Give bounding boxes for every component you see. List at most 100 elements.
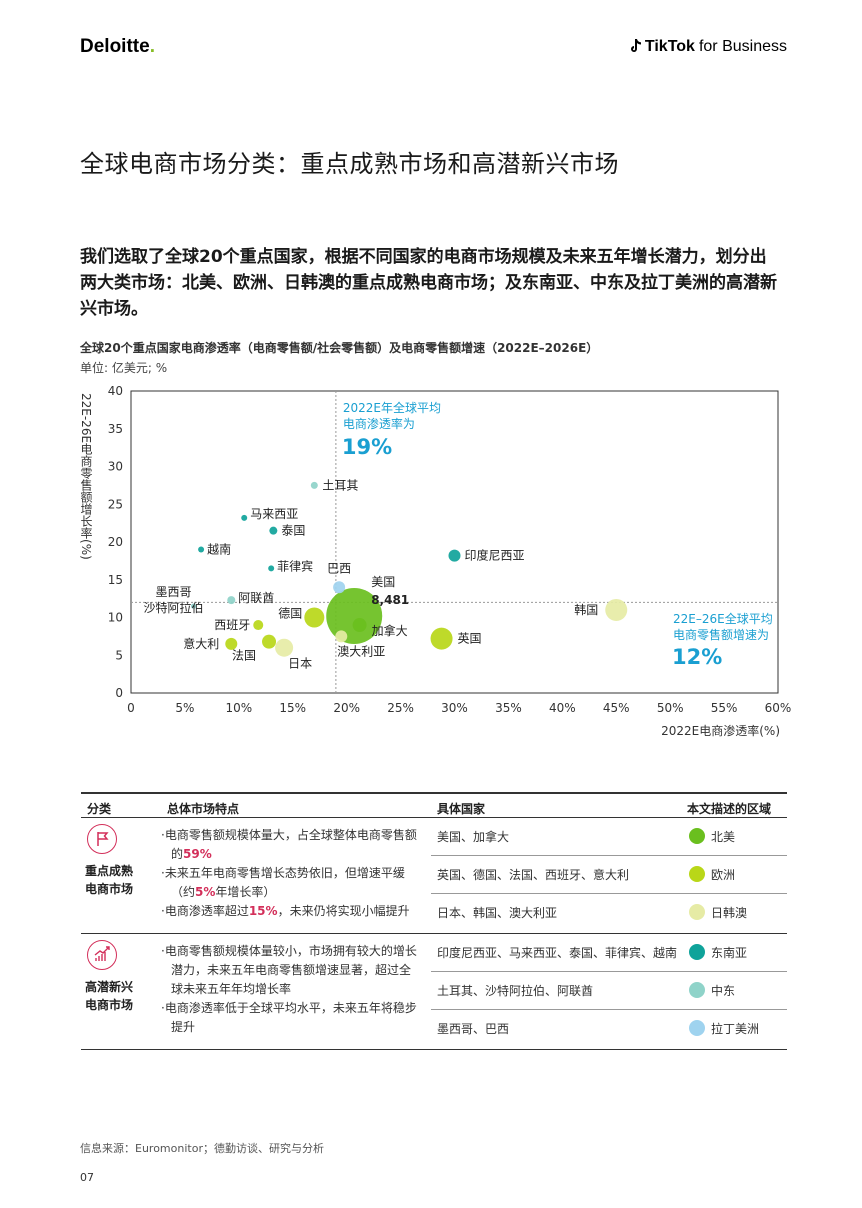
point-label: 澳大利亚 (337, 644, 385, 658)
x-tick-label: 30% (441, 701, 468, 715)
group-name: 重点成熟 电商市场 (85, 864, 134, 896)
point-泰国 (269, 526, 278, 535)
x-tick-label: 40% (549, 701, 576, 715)
region-cell: 拉丁美洲 (711, 1022, 760, 1036)
intro-paragraph: 我们选取了全球20个重点国家，根据不同国家的电商市场规模及未来五年增长潜力，划分… (80, 247, 777, 319)
countries-cell: 印度尼西亚、马来西亚、泰国、菲律宾、越南 (437, 946, 678, 960)
point-label: 英国 (458, 632, 482, 646)
avg-growth-label: 电商零售额增速为 (673, 627, 769, 642)
y-tick-label: 5 (115, 648, 123, 662)
y-tick-label: 15 (108, 573, 123, 587)
point-label: 德国 (278, 606, 302, 621)
countries-cell: 英国、德国、法国、西班牙、意大利 (437, 868, 630, 882)
feature-item: ·电商渗透率超过15%，未来仍将实现小幅提升 (161, 904, 410, 918)
deloitte-logo: Deloitte. (80, 36, 155, 57)
point-韩国 (605, 598, 628, 621)
point-label: 墨西哥 (156, 585, 192, 599)
countries-cell: 日本、韩国、澳大利亚 (437, 906, 558, 920)
point-label: 西班牙 (214, 618, 250, 632)
region-cell: 日韩澳 (711, 906, 748, 920)
point-label: 日本 (288, 657, 312, 671)
feature-item: ·电商渗透率低于全球平均水平，未来五年将稳步提升 (161, 1001, 417, 1034)
point-意大利 (225, 637, 238, 650)
point-德国 (304, 607, 325, 628)
x-tick-label: 20% (333, 701, 360, 715)
growth-chart-icon (87, 940, 117, 970)
y-tick-label: 0 (115, 686, 123, 700)
y-tick-label: 30 (108, 460, 123, 474)
x-tick-label: 35% (495, 701, 522, 715)
y-axis-label: 22E-26E电商零售额增长率(%) (79, 393, 93, 560)
point-label: 阿联酋 (238, 590, 274, 605)
chart-title: 全球20个重点国家电商渗透率（电商零售额/社会零售额）及电商零售额增速（2022… (80, 341, 599, 355)
header-region: 本文描述的区域 (687, 802, 772, 816)
countries-cell: 墨西哥、巴西 (437, 1022, 510, 1036)
region-cell: 东南亚 (711, 946, 748, 960)
point-法国 (262, 634, 277, 649)
point-label: 法国 (232, 649, 256, 663)
x-tick-label: 55% (711, 701, 738, 715)
region-dot-icon (689, 866, 705, 882)
point-澳大利亚 (335, 630, 348, 643)
region-dot-icon (689, 982, 705, 998)
point-label: 巴西 (327, 561, 351, 575)
feature-item: ·电商零售额规模体量较小，市场拥有较大的增长潜力，未来五年电商零售额增速显著，超… (161, 944, 417, 996)
flag-icon (87, 824, 117, 854)
x-axis-label: 2022E电商渗透率(%) (661, 723, 780, 738)
y-tick-label: 35 (108, 422, 123, 436)
y-tick-label: 40 (108, 384, 123, 398)
point-label: 加拿大 (372, 623, 408, 638)
region-dot-icon (689, 828, 705, 844)
y-tick-label: 20 (108, 535, 123, 549)
point-西班牙 (253, 620, 264, 631)
avg-growth-value: 12% (672, 645, 722, 669)
point-加拿大 (352, 618, 367, 633)
x-tick-label: 0 (127, 701, 135, 715)
point-英国 (430, 627, 453, 650)
point-label: 韩国 (574, 602, 598, 617)
avg-penetration-label: 2022E年全球平均 (343, 400, 441, 415)
x-tick-label: 45% (603, 701, 630, 715)
point-label: 印度尼西亚 (465, 548, 525, 563)
avg-penetration-value: 19% (342, 435, 392, 459)
table-header: 分类 总体市场特点 具体国家 本文描述的区域 (81, 792, 787, 818)
countries-cell: 土耳其、沙特阿拉伯、阿联酋 (437, 984, 594, 998)
table-row: 英国、德国、法国、西班牙、意大利 欧洲 (431, 856, 787, 894)
group-features: ·电商零售额规模体量较小，市场拥有较大的增长潜力，未来五年电商零售额增速显著，超… (161, 942, 421, 1037)
point-阿联酋 (227, 596, 236, 605)
tiktok-note-icon (630, 39, 641, 52)
x-tick-label: 5% (175, 701, 194, 715)
table-row: 日本、韩国、澳大利亚 日韩澳 (431, 894, 787, 932)
region-cell: 北美 (711, 830, 736, 844)
scatter-chart: 0 5% 10% 15% 20% 25% 30% 35% 40% 45% 50% 55% 60% 0 5 10… (79, 384, 792, 738)
us-value-label: 8,481 (371, 593, 409, 607)
region-cell: 欧洲 (711, 868, 736, 882)
page-title: 全球电商市场分类：重点成熟市场和高潜新兴市场 (80, 150, 619, 178)
table-row: 墨西哥、巴西 拉丁美洲 (431, 1010, 787, 1048)
point-越南 (198, 546, 205, 553)
point-label: 泰国 (281, 524, 305, 538)
point-label: 意大利 (183, 636, 219, 651)
feature-item: ·未来五年电商零售增长态势依旧，但增速平缓（约5%年增长率） (161, 866, 405, 899)
region-dot-icon (689, 944, 705, 960)
point-label: 越南 (207, 542, 231, 557)
point-美国 (326, 587, 383, 644)
x-tick-label: 10% (225, 701, 252, 715)
chart-unit: 单位: 亿美元; % (80, 361, 168, 375)
x-tick-label: 60% (765, 701, 792, 715)
point-label: 马来西亚 (250, 507, 298, 521)
x-tick-label: 50% (657, 701, 684, 715)
point-label: 美国 (371, 575, 395, 589)
region-cell: 中东 (711, 984, 736, 998)
header-countries: 具体国家 (437, 802, 486, 816)
countries-cell: 美国、加拿大 (437, 830, 510, 844)
point-label: 土耳其 (322, 478, 358, 492)
table-row: 土耳其、沙特阿拉伯、阿联酋 中东 (431, 972, 787, 1010)
group-mature-markets: 重点成熟 电商市场 ·电商零售额规模体量大，占全球整体电商零售额的59% ·未来五… (81, 818, 787, 934)
plot-frame (130, 390, 779, 694)
group-emerging-markets: 高潜新兴 电商市场 ·电商零售额规模体量较小，市场拥有较大的增长潜力，未来五年电商… (81, 934, 787, 1050)
table-row: 美国、加拿大 北美 (431, 818, 787, 856)
point-土耳其 (310, 481, 318, 489)
point-菲律宾 (268, 565, 275, 572)
region-dot-icon (689, 904, 705, 920)
